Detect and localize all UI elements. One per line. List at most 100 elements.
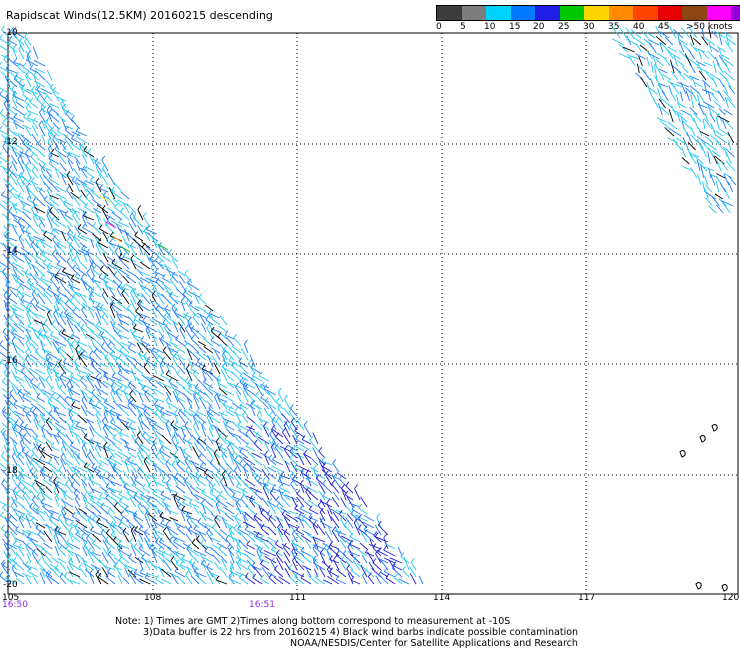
wind-barb <box>89 266 95 277</box>
wind-barb <box>276 516 284 529</box>
wind-barb <box>158 439 165 452</box>
wind-barb <box>219 343 228 354</box>
wind-barb <box>241 348 249 361</box>
wind-barb <box>102 288 109 298</box>
wind-barb-feather <box>133 314 138 320</box>
wind-barb <box>378 524 389 536</box>
wind-barb <box>19 478 32 487</box>
wind-barb-feather <box>31 549 36 554</box>
wind-barb-feather <box>6 81 11 86</box>
wind-barb-feather <box>242 487 246 493</box>
wind-barb <box>203 386 214 396</box>
wind-barb <box>290 407 298 417</box>
wind-barb <box>160 416 172 424</box>
wind-barb <box>25 75 32 88</box>
wind-barb <box>25 165 32 179</box>
wind-barb <box>367 576 375 585</box>
wind-barb-feather <box>74 494 79 499</box>
wind-barb <box>350 569 361 578</box>
wind-barb <box>26 553 32 564</box>
lat-label: -20 <box>3 580 18 590</box>
wind-barb-feather <box>70 520 75 525</box>
wind-barb <box>252 577 263 585</box>
wind-barb <box>263 464 270 473</box>
wind-barb <box>206 458 214 466</box>
wind-barb-feather <box>165 459 170 465</box>
wind-barb <box>253 422 263 431</box>
wind-barb <box>30 156 39 165</box>
wind-barb <box>224 439 235 445</box>
wind-barb <box>188 326 200 333</box>
wind-barb <box>190 520 200 529</box>
wind-barb <box>672 138 682 151</box>
wind-barb-feather <box>274 565 278 570</box>
wind-barb <box>105 497 116 508</box>
wind-barb-feather <box>68 241 73 247</box>
wind-barb-feather <box>98 331 102 336</box>
wind-barb <box>378 574 389 585</box>
wind-barb-feather <box>352 556 357 561</box>
wind-barb-feather <box>208 404 212 409</box>
wind-barb-feather <box>153 438 157 443</box>
color-scale-bar <box>436 5 740 21</box>
wind-barb-feather <box>50 331 54 336</box>
wind-barb <box>64 458 74 466</box>
wind-barb <box>16 180 25 193</box>
wind-barb-feather <box>140 492 145 497</box>
wind-barb <box>81 153 88 165</box>
wind-barb-feather <box>277 387 282 393</box>
wind-barb <box>16 414 25 424</box>
wind-barb <box>231 421 242 431</box>
wind-barb-feather <box>98 376 103 381</box>
wind-barb-feather <box>25 225 30 231</box>
wind-barb-feather <box>350 575 355 581</box>
wind-barb <box>140 339 151 347</box>
wind-barb <box>32 435 39 445</box>
wind-barb-feather <box>271 442 275 448</box>
wind-barb <box>77 236 88 242</box>
wind-barb <box>253 515 263 522</box>
wind-barb <box>10 546 18 557</box>
wind-barb <box>97 514 109 522</box>
wind-barb-feather <box>27 322 32 327</box>
wind-barb <box>55 113 67 123</box>
wind-barb <box>30 354 39 361</box>
wind-barb <box>236 392 242 403</box>
wind-barb <box>267 536 277 543</box>
wind-barb-feather <box>54 272 59 277</box>
wind-barb-feather <box>109 408 113 413</box>
wind-barb <box>262 401 270 410</box>
wind-barb-feather <box>49 83 54 89</box>
wind-barb <box>267 391 277 403</box>
wind-barb <box>211 497 221 508</box>
wind-barb <box>4 335 11 347</box>
color-swatch <box>535 6 560 20</box>
wind-barb-feather <box>25 339 30 344</box>
wind-barb-feather <box>186 364 190 369</box>
wind-barb-feather <box>50 392 55 398</box>
wind-barb <box>363 515 375 522</box>
wind-barb <box>232 450 242 459</box>
wind-barb <box>5 183 11 193</box>
wind-barb <box>228 530 235 543</box>
wind-barb <box>418 575 424 585</box>
wind-barb <box>189 553 200 564</box>
wind-barb <box>169 383 179 396</box>
wind-barb <box>98 445 109 452</box>
wind-barb <box>612 38 625 46</box>
wind-barb-feather <box>24 37 28 42</box>
wind-barb <box>98 276 109 284</box>
wind-barb <box>155 550 165 557</box>
wind-barb <box>193 506 200 515</box>
wind-barb <box>49 198 60 207</box>
wind-barb <box>24 237 32 249</box>
wind-barb <box>92 542 102 550</box>
wind-barb <box>365 552 375 557</box>
wind-barb <box>183 451 193 459</box>
wind-barb <box>98 334 109 340</box>
wind-barb-feather <box>205 473 210 479</box>
wind-barb <box>169 540 179 550</box>
wind-barb-feather <box>162 346 167 351</box>
wind-barb <box>362 575 368 585</box>
wind-barb <box>86 188 95 200</box>
